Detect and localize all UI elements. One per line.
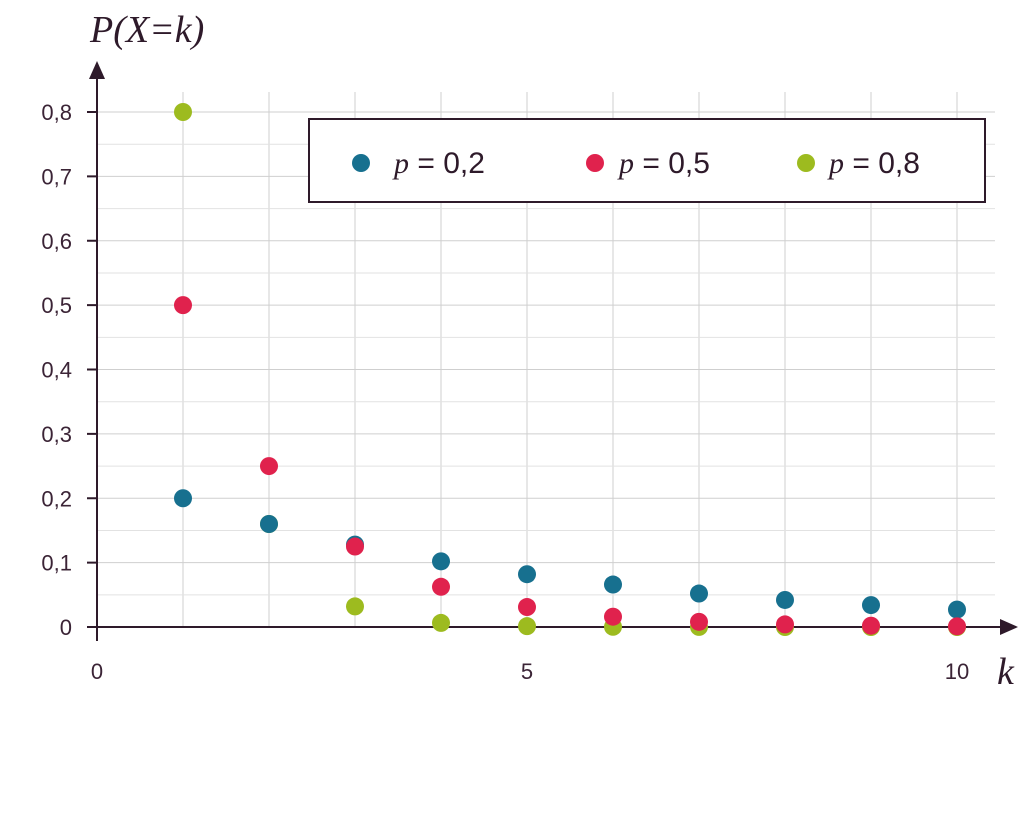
y-axis-arrow (89, 61, 105, 79)
data-point (862, 616, 880, 635)
data-point (518, 565, 536, 584)
y-tick-label: 0,6 (41, 229, 72, 254)
legend-label: p = 0,2 (392, 147, 485, 180)
legend-marker (352, 154, 370, 172)
y-tick-label: 0,5 (41, 293, 72, 318)
legend-marker (797, 154, 815, 172)
data-point (174, 296, 192, 315)
y-axis-title: P(X=k) (89, 9, 204, 51)
x-tick-label: 5 (521, 659, 533, 684)
x-axis-arrow (1000, 619, 1018, 635)
y-tick-label: 0 (60, 615, 72, 640)
x-tick-label: 0 (91, 659, 103, 684)
y-tick-label: 0,2 (41, 486, 72, 511)
legend-label: p = 0,8 (827, 147, 920, 180)
data-points (174, 103, 966, 636)
data-point (260, 457, 278, 476)
legend-label: p = 0,5 (617, 147, 710, 180)
data-point (690, 612, 708, 631)
data-point (346, 537, 364, 556)
data-point (346, 597, 364, 616)
data-point (174, 489, 192, 508)
data-point (604, 575, 622, 594)
legend: p = 0,2 p = 0,5 p = 0,8 (308, 118, 986, 203)
data-point (604, 607, 622, 626)
x-tick-label: 10 (945, 659, 969, 684)
legend-box (308, 118, 986, 203)
data-point (432, 613, 450, 632)
data-point (518, 617, 536, 636)
data-point (432, 552, 450, 571)
x-axis-title: k (997, 651, 1015, 693)
data-point (260, 515, 278, 533)
y-tick-label: 0,7 (41, 164, 72, 189)
y-tick-label: 0,1 (41, 551, 72, 576)
data-point (776, 590, 794, 609)
data-point (432, 577, 450, 596)
data-point (862, 596, 880, 615)
data-point (776, 615, 794, 634)
y-tick-label: 0,3 (41, 422, 72, 447)
data-point (518, 598, 536, 617)
y-tick-label: 0,4 (41, 358, 72, 383)
legend-marker (586, 154, 604, 172)
tick-labels: 0 0,1 0,2 0,3 0,4 0,5 0,6 0,7 0,8 0 5 10 (41, 100, 969, 684)
axes (87, 61, 1018, 641)
data-point (948, 617, 966, 636)
data-point (174, 103, 192, 121)
y-tick-label: 0,8 (41, 100, 72, 125)
data-point (948, 600, 966, 619)
data-point (690, 584, 708, 603)
